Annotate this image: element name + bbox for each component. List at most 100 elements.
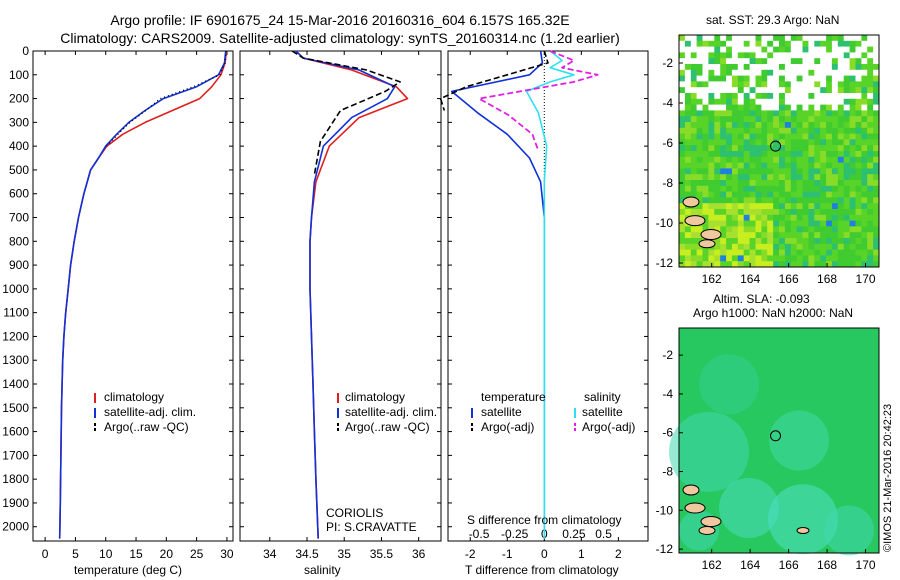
salinity-diff-tick-label: 0.5 [595, 527, 612, 541]
diff-legend-temperature-heading: temperature [481, 390, 546, 404]
depth-tick-label: 800 [9, 234, 29, 248]
sal-legend-climatology: climatology [345, 390, 406, 404]
x-tick-label: 25 [190, 547, 204, 561]
map-y-tick-label: -10 [656, 216, 674, 230]
depth-tick-label: 1200 [2, 329, 29, 343]
sla-heatmap [669, 328, 879, 556]
depth-tick-label: 1900 [2, 496, 29, 510]
depth-tick-label: 500 [9, 163, 29, 177]
x-tick-label: 5 [72, 547, 79, 561]
map-y-tick-label: -12 [656, 542, 674, 556]
map-frame [678, 34, 880, 268]
map-x-tick-label: 162 [702, 272, 722, 286]
island-shape [700, 516, 722, 527]
sal-legend-argo: Argo(..raw -QC) [345, 420, 430, 434]
map-x-tick-label: 166 [779, 558, 799, 572]
map-y-tick-label: -6 [662, 426, 673, 440]
diff-legend-temp-argo: Argo(-adj) [481, 420, 535, 434]
x-tick-label: 2 [615, 547, 622, 561]
depth-tick-label: 0 [22, 44, 29, 58]
salinity-diff-tick-label: 0.25 [562, 527, 586, 541]
x-tick-label: 10 [99, 547, 113, 561]
map-x-tick-label: 162 [702, 558, 722, 572]
depth-tick-label: 400 [9, 139, 29, 153]
island-shape [698, 239, 716, 249]
depth-tick-label: 1800 [2, 472, 29, 486]
depth-tick-label: 900 [9, 258, 29, 272]
island-shape [700, 229, 722, 241]
map-x-tick-label: 164 [740, 558, 760, 572]
map-y-tick-label: -2 [662, 56, 673, 70]
depth-tick-label: 600 [9, 187, 29, 201]
map-x-tick-label: 170 [856, 558, 876, 572]
island-shape [698, 526, 716, 535]
temperature-xlabel: temperature (deg C) [74, 563, 183, 577]
diff-legend-temp-satellite: satellite [481, 405, 522, 419]
depth-tick-label: 1500 [2, 401, 29, 415]
difference-xlabel: T difference from climatology [465, 563, 619, 577]
salinity-diff-tick-label: -0.5 [469, 527, 490, 541]
x-tick-label: 34 [263, 547, 277, 561]
annotation-coriolis: CORIOLIS [326, 506, 384, 520]
salinity-argo-line [291, 50, 401, 175]
plot-frame-difference [447, 50, 649, 542]
depth-tick-label: 300 [9, 115, 29, 129]
depth-tick-label: 2000 [2, 520, 29, 534]
x-tick-label: 0 [42, 547, 49, 561]
plot-frame-temperature [32, 50, 234, 542]
sal-diff-satellite-line [525, 50, 575, 539]
argo-location-marker [770, 140, 782, 152]
temp-legend-argo: Argo(..raw -QC) [104, 420, 189, 434]
imos-credit: ©IMOS 21-Mar-2016 20:42:23 [882, 403, 894, 552]
depth-tick-label: 200 [9, 92, 29, 106]
diff-legend-sal-argo: Argo(-adj) [582, 420, 636, 434]
x-tick-label: 20 [160, 547, 174, 561]
map-y-tick-label: -4 [662, 96, 673, 110]
sla-map-title: Altim. SLA: -0.093 [713, 292, 810, 306]
x-tick-label: -1 [502, 547, 513, 561]
depth-tick-label: 1700 [2, 448, 29, 462]
sla-map-subtitle: Argo h1000: NaN h2000: NaN [693, 306, 854, 320]
sst-heatmap [679, 35, 880, 268]
depth-tick-label: 1600 [2, 425, 29, 439]
x-tick-label: 35 [338, 547, 352, 561]
x-tick-label: 35.5 [370, 547, 394, 561]
x-tick-label: 1 [578, 547, 585, 561]
salinity-diff-tick-label: -0.25 [501, 527, 529, 541]
sal-diff-argo-line [478, 50, 599, 152]
x-tick-label: 0 [541, 547, 548, 561]
x-tick-label: -2 [465, 547, 476, 561]
sst-map-title: sat. SST: 29.3 Argo: NaN [706, 13, 840, 27]
temperature-argo-line [106, 50, 227, 147]
x-tick-label: 15 [129, 547, 143, 561]
salinity-xlabel: salinity [304, 563, 341, 577]
depth-tick-label: 1000 [2, 282, 29, 296]
chart-title-line-2: Climatology: CARS2009. Satellite-adjuste… [60, 30, 620, 46]
island-shape [796, 527, 810, 534]
island-shape [682, 484, 700, 496]
x-tick-label: 36 [412, 547, 426, 561]
map-frame [678, 327, 880, 554]
island-shape [684, 215, 706, 227]
map-y-tick-label: -10 [656, 503, 674, 517]
chart-title-line-1: Argo profile: IF 6901675_24 15-Mar-2016 … [110, 12, 570, 28]
map-y-tick-label: -12 [656, 256, 674, 270]
x-tick-label: 34.5 [295, 547, 319, 561]
map-x-tick-label: 168 [817, 272, 837, 286]
temperature-satellite-line [58, 50, 227, 539]
map-y-tick-label: -8 [662, 176, 673, 190]
depth-tick-label: 700 [9, 211, 29, 225]
diff-legend-salinity-heading: salinity [584, 390, 621, 404]
temp-legend-climatology: climatology [104, 390, 165, 404]
map-y-tick-label: -4 [662, 387, 673, 401]
depth-tick-label: 1400 [2, 377, 29, 391]
depth-tick-label: 1100 [3, 306, 29, 320]
map-x-tick-label: 164 [740, 272, 760, 286]
island-shape [684, 502, 706, 514]
depth-tick-label: 1300 [2, 353, 29, 367]
map-y-tick-label: -6 [662, 136, 673, 150]
salinity-satellite-line [295, 50, 396, 539]
sal-legend-satellite: satellite-adj. clim. [345, 405, 438, 419]
island-shape [682, 196, 700, 208]
